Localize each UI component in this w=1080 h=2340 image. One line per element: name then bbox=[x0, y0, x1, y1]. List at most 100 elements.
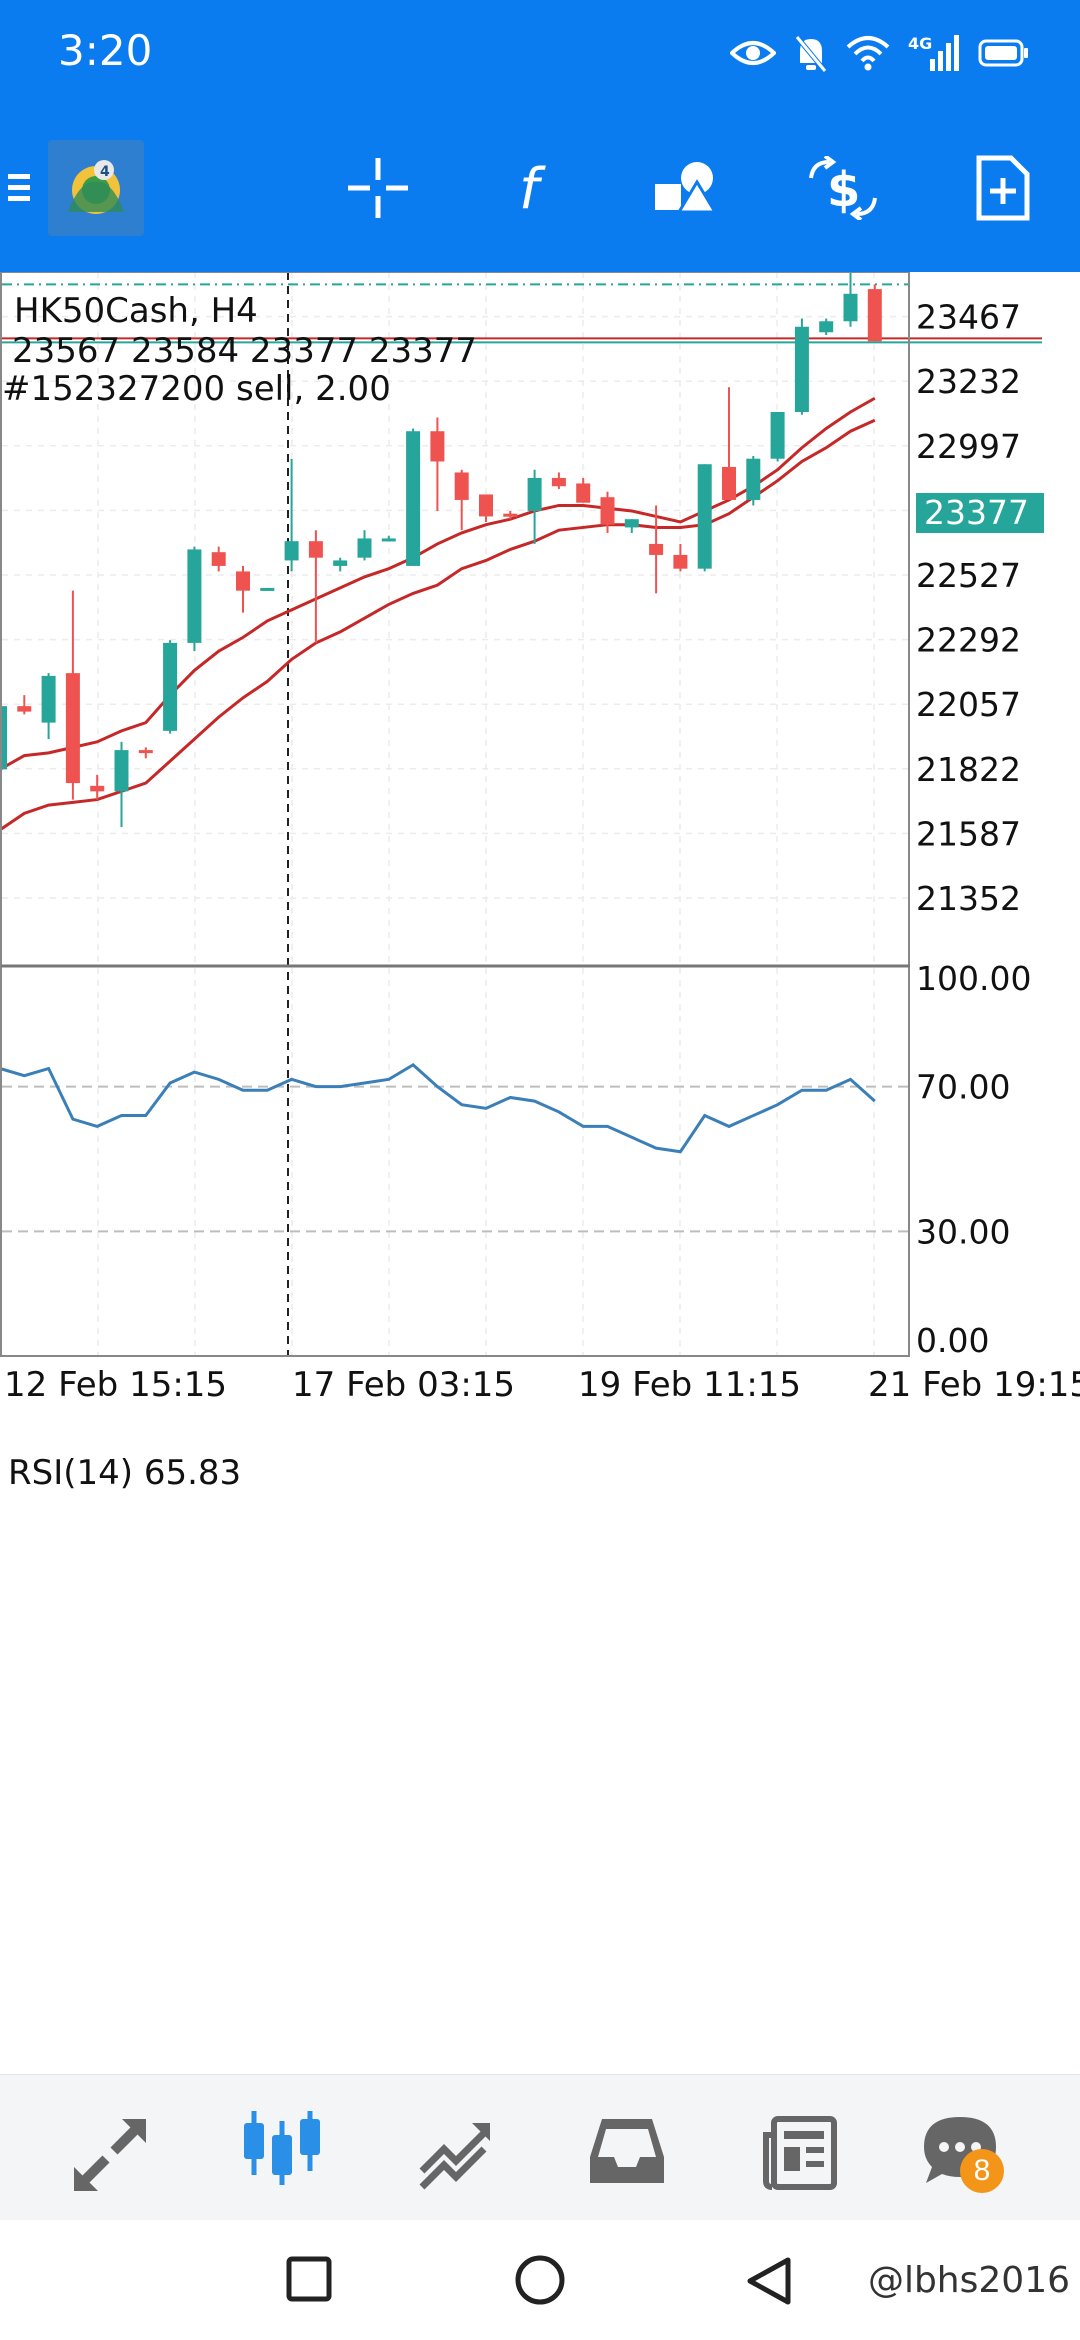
chart-ohlc: 23567 23584 23377 23377 bbox=[12, 331, 477, 371]
candle-bear bbox=[17, 706, 32, 712]
candle-bear bbox=[138, 750, 153, 754]
back-triangle-icon[interactable] bbox=[744, 2256, 792, 2306]
price-tick-label: 22292 bbox=[916, 621, 1021, 660]
candle-bear bbox=[430, 431, 445, 462]
candle-bull bbox=[843, 293, 858, 322]
svg-text:f: f bbox=[519, 157, 546, 220]
chart-symbol: HK50Cash, H4 bbox=[14, 291, 258, 331]
rsi-label: RSI(14) 65.83 bbox=[8, 1453, 241, 1493]
price-tick-label: 21587 bbox=[916, 814, 1021, 853]
candle-bear bbox=[867, 289, 882, 342]
candle-bull bbox=[0, 706, 7, 770]
price-tick-label: 22057 bbox=[916, 685, 1021, 724]
candle-bear bbox=[551, 477, 566, 487]
wifi-icon bbox=[846, 36, 890, 71]
chart-frame bbox=[0, 271, 910, 1357]
candle-bull bbox=[187, 549, 202, 643]
rsi-line bbox=[0, 1063, 876, 1154]
square-icon[interactable] bbox=[286, 2256, 332, 2302]
candle-bull bbox=[770, 411, 785, 459]
candle-bull bbox=[333, 560, 348, 566]
grid bbox=[0, 251, 1080, 1416]
history-icon[interactable] bbox=[588, 2117, 666, 2187]
candle-bear bbox=[308, 541, 323, 558]
candle-bear bbox=[576, 483, 591, 503]
status-time: 3:20 bbox=[58, 26, 153, 75]
candle-bull bbox=[527, 477, 542, 511]
price-tick-label: 22527 bbox=[916, 556, 1021, 595]
bottom-nav: 8 bbox=[0, 2074, 1080, 2221]
messages-badge: 8 bbox=[960, 2149, 1004, 2193]
candle-bull bbox=[406, 431, 421, 566]
trade-icon[interactable]: $ bbox=[795, 140, 891, 236]
price-tick-label: 22997 bbox=[916, 427, 1021, 466]
candle-bull bbox=[114, 750, 129, 792]
mute-bell-icon bbox=[795, 35, 827, 73]
candle-bear bbox=[211, 552, 226, 566]
candle-bear bbox=[479, 494, 493, 517]
candles bbox=[0, 247, 882, 828]
system-navbar bbox=[0, 2220, 1080, 2340]
status-icons: 4G bbox=[730, 28, 1030, 78]
watermark: @lbhs2016 bbox=[867, 2260, 1070, 2301]
top-toolbar: 4 f $ bbox=[0, 110, 1080, 272]
rsi-tick-label: 100.00 bbox=[916, 959, 1031, 998]
circle-icon[interactable] bbox=[514, 2254, 566, 2306]
objects-icon[interactable] bbox=[640, 140, 736, 236]
rsi-tick-label: 30.00 bbox=[916, 1212, 1010, 1251]
candle-bear bbox=[673, 554, 688, 569]
quotes-icon[interactable] bbox=[70, 2115, 150, 2195]
candle-bull bbox=[794, 326, 809, 412]
time-tick-label: 21 Feb 19:15 bbox=[868, 1365, 1080, 1405]
menu-icon[interactable] bbox=[0, 140, 40, 236]
time-tick-label: 12 Feb 15:15 bbox=[4, 1365, 227, 1405]
price-tick-label: 23467 bbox=[916, 298, 1021, 337]
candle-bear bbox=[600, 497, 615, 525]
candle-bull bbox=[357, 538, 372, 558]
function-icon[interactable]: f bbox=[485, 140, 581, 236]
rsi-tick-label: 0.00 bbox=[916, 1321, 989, 1360]
candle-bear bbox=[236, 571, 250, 591]
status-bar: 3:20 4G bbox=[0, 0, 1080, 110]
metatrader-logo[interactable]: 4 bbox=[48, 140, 144, 236]
candle-bull bbox=[284, 541, 299, 561]
svg-text:4G: 4G bbox=[908, 34, 932, 53]
time-tick-label: 19 Feb 11:15 bbox=[578, 1365, 801, 1405]
chart-area[interactable]: 2370223467232322299722762225272229222057… bbox=[0, 233, 1080, 2074]
candle-bear bbox=[503, 513, 518, 517]
price-tick-label: 21822 bbox=[916, 750, 1021, 789]
candle-bull bbox=[163, 642, 178, 731]
candle-bull bbox=[260, 587, 275, 591]
candle-bear bbox=[65, 673, 80, 784]
current-price-badge bbox=[916, 493, 1044, 533]
candle-bull bbox=[819, 321, 834, 333]
price-tick-label: 21352 bbox=[916, 879, 1021, 918]
candle-bear bbox=[454, 472, 469, 500]
time-tick-label: 17 Feb 03:15 bbox=[292, 1365, 515, 1405]
rsi-tick-label: 70.00 bbox=[916, 1068, 1010, 1107]
rsi-panel bbox=[0, 1063, 910, 1233]
news-icon[interactable] bbox=[762, 2115, 838, 2191]
current-price-label: 23377 bbox=[924, 493, 1029, 532]
candle-bull bbox=[746, 458, 761, 500]
crosshair-icon[interactable] bbox=[330, 140, 426, 236]
price-tick-label: 23232 bbox=[916, 362, 1021, 401]
trade-tab-icon[interactable] bbox=[418, 2115, 494, 2191]
svg-text:$: $ bbox=[827, 162, 860, 218]
candle-bull bbox=[624, 519, 639, 528]
chart-background bbox=[0, 272, 1080, 1416]
eye-icon bbox=[730, 41, 776, 65]
candle-bull bbox=[41, 675, 56, 723]
ma-slow-line bbox=[0, 418, 876, 832]
chart-order: #152327200 sell, 2.00 bbox=[2, 369, 391, 409]
new-order-icon[interactable] bbox=[955, 140, 1051, 236]
candle-bull bbox=[381, 538, 396, 542]
candle-bear bbox=[90, 785, 105, 792]
4g-signal-icon: 4G bbox=[908, 34, 959, 71]
candle-bear bbox=[722, 466, 736, 500]
candle-bear bbox=[649, 543, 664, 555]
chart-icon[interactable] bbox=[240, 2105, 324, 2189]
svg-text:4: 4 bbox=[100, 164, 110, 180]
candle-bull bbox=[697, 464, 712, 569]
battery-icon bbox=[978, 39, 1028, 67]
